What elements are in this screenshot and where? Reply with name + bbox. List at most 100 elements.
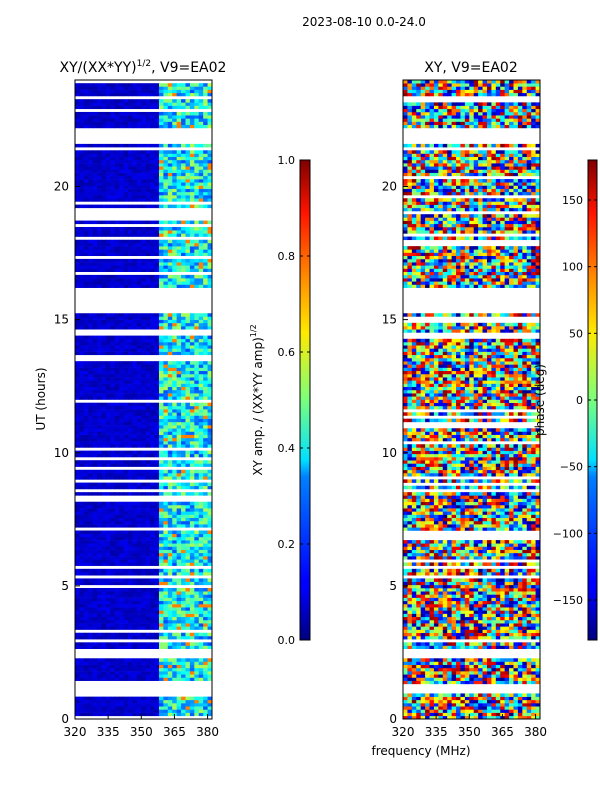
phase-heatmap-cell [522,709,528,713]
amp-heatmap-cell [185,159,191,164]
amp-heatmap-cell [114,278,120,282]
amp-heatmap-cell [141,195,147,199]
amp-heatmap-cell [163,434,169,439]
amp-heatmap-cell [92,552,98,557]
amp-heatmap-cell [203,230,208,234]
amp-heatmap-cell [79,610,85,614]
amp-heatmap-cell [119,364,125,368]
amp-heatmap-cell [119,326,125,330]
amp-heatmap-cell [136,380,142,384]
amp-heatmap-cell [163,549,169,554]
amp-heatmap-cell [105,533,111,538]
phase-heatmap-cell [522,706,528,710]
phase-heatmap-cell [491,677,497,681]
amp-heatmap-cell [97,610,102,614]
amp-heatmap-cell [114,533,120,538]
amp-heatmap-cell [119,118,125,122]
amp-heatmap-cell [79,341,85,346]
amp-heatmap-cell [128,239,133,244]
amp-heatmap-cell [88,469,94,474]
amp-heatmap-cell [101,504,107,509]
amp-heatmap-cell [132,118,138,122]
amp-heatmap-cell [123,89,129,94]
phase-heatmap-cell [517,712,523,717]
amp-heatmap-cell [83,169,89,173]
amp-heatmap-cell [158,166,164,170]
phase-heatmap-cell [482,674,488,678]
amp-heatmap-cell [167,482,173,487]
amp-heatmap-cell [176,226,182,231]
phase-heatmap-cell [407,680,413,685]
amp-heatmap-cell [110,703,116,707]
amp-heatmap-cell [203,268,208,272]
amp-heatmap-cell [167,594,173,598]
amp-heatmap-cell [150,220,155,225]
amp-heatmap-cell [119,533,125,538]
phase-heatmap-cell [469,706,475,710]
amp-heatmap-cell [132,517,138,522]
amp-heatmap-cell [105,635,111,640]
amp-heatmap-cell [132,281,138,285]
amp-heatmap-cell [181,230,186,234]
amp-heatmap-cell [167,415,173,419]
amp-heatmap-cell [207,367,213,372]
amp-heatmap-cell [123,540,129,544]
amp-heatmap-cell [150,603,155,608]
amp-heatmap-cell [185,284,191,288]
phase-heatmap-cell [535,693,541,697]
amp-heatmap-cell [185,696,191,701]
amp-heatmap-cell [101,105,107,110]
amp-heatmap-cell [158,319,164,324]
amp-heatmap-cell [105,335,111,340]
amp-heatmap-cell [172,642,178,646]
amp-heatmap-cell [75,635,80,640]
amp-heatmap-cell [207,706,213,710]
amp-heatmap-cell [128,706,133,710]
amp-heatmap-cell [176,111,182,116]
phase-heatmap-cell [473,677,479,681]
amp-heatmap-cell [110,242,116,247]
amp-heatmap-cell [75,671,80,675]
amp-heatmap-cell [207,600,213,605]
amp-heatmap-cell [105,559,111,563]
amp-heatmap-cell [181,514,186,519]
amp-heatmap-cell [83,341,89,346]
amp-heatmap-cell [105,179,111,183]
amp-heatmap-cell [176,258,182,263]
amp-heatmap-cell [198,364,204,368]
amp-heatmap-cell [181,258,186,263]
amp-heatmap-cell [79,635,85,640]
amp-heatmap-cell [150,86,155,90]
amp-heatmap-cell [189,233,195,237]
amp-heatmap-cell [194,163,200,167]
amp-heatmap-cell [92,278,98,282]
amp-heatmap-cell [92,230,98,234]
amp-heatmap-cell [163,274,169,279]
amp-heatmap-cell [79,175,85,180]
amp-heatmap-cell [163,661,169,665]
amp-heatmap-cell [150,543,155,547]
amp-heatmap-cell [110,338,116,343]
amp-heatmap-cell [105,246,111,250]
amp-heatmap-cell [132,345,138,349]
amp-heatmap-cell [88,709,94,713]
amp-heatmap-cell [203,540,208,544]
amp-heatmap-cell [167,326,173,330]
amp-heatmap-cell [105,389,111,394]
amp-heatmap-cell [189,453,195,458]
amp-heatmap-cell [207,517,213,522]
amp-heatmap-cell [198,504,204,509]
amp-heatmap-cell [141,703,147,707]
amp-heatmap-cell [114,99,120,103]
amp-heatmap-cell [194,460,200,464]
amp-heatmap-cell [189,204,195,209]
phase-heatmap-cell [469,677,475,681]
amp-heatmap-cell [150,367,155,372]
amp-heatmap-cell [172,559,178,563]
amp-heatmap-cell [114,172,120,177]
amp-heatmap-cell [92,386,98,391]
amp-heatmap-cell [181,556,186,560]
amp-heatmap-cell [154,326,160,330]
amp-heatmap-cell [207,549,213,554]
